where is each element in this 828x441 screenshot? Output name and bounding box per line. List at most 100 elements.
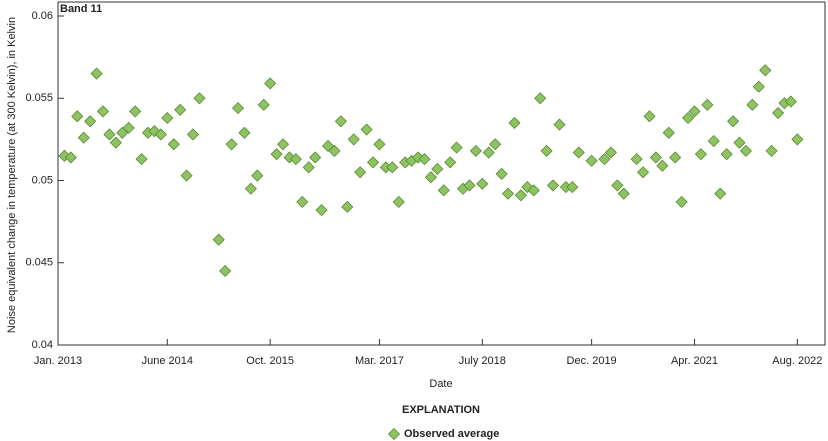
point — [784, 95, 797, 108]
point — [354, 166, 367, 179]
point — [270, 148, 283, 161]
point — [418, 153, 431, 166]
point — [84, 115, 97, 128]
point — [296, 195, 309, 208]
point — [334, 115, 347, 128]
point — [656, 159, 669, 172]
point — [585, 154, 598, 167]
point — [746, 98, 759, 111]
point — [482, 146, 495, 159]
point — [238, 126, 251, 139]
point — [707, 134, 720, 148]
point — [649, 151, 662, 164]
point — [765, 144, 778, 157]
point — [759, 64, 772, 77]
point — [752, 80, 765, 93]
point — [219, 264, 232, 278]
point — [604, 146, 617, 159]
point — [77, 131, 90, 144]
point — [309, 151, 322, 164]
point — [669, 151, 682, 164]
point — [495, 167, 508, 180]
point — [469, 144, 482, 157]
x-tick-label: July 2018 — [459, 355, 506, 367]
point — [514, 189, 527, 202]
point — [508, 116, 521, 129]
point — [720, 148, 733, 161]
point — [662, 126, 675, 139]
legend-marker — [387, 427, 401, 441]
point — [675, 195, 688, 208]
point — [167, 138, 180, 151]
point — [276, 138, 290, 151]
point — [424, 171, 437, 184]
x-axis-label: Date — [429, 378, 452, 390]
point — [386, 161, 399, 174]
x-tick-label: Aug. 2022 — [772, 355, 822, 367]
point — [64, 151, 77, 164]
x-tick-label: June 2014 — [142, 355, 193, 367]
point — [431, 162, 444, 176]
point — [527, 184, 540, 197]
x-tick-label: Mar. 2017 — [355, 355, 404, 367]
point — [476, 177, 489, 190]
point — [392, 195, 405, 208]
point — [315, 204, 328, 217]
y-tick-label: 0.04 — [32, 339, 53, 351]
point — [186, 128, 200, 141]
point — [109, 136, 122, 149]
point — [154, 128, 167, 141]
point — [791, 133, 804, 146]
point — [360, 123, 373, 136]
point — [257, 98, 270, 111]
point — [617, 187, 630, 200]
x-tick-label: Jan. 2013 — [34, 355, 82, 367]
y-axis-label: Noise equivalent change in temperature (… — [6, 17, 18, 333]
point — [251, 169, 264, 182]
point — [688, 105, 701, 118]
point — [566, 181, 579, 194]
point — [231, 102, 245, 115]
point — [366, 156, 380, 169]
point — [341, 200, 354, 213]
point — [122, 121, 135, 134]
point — [501, 187, 515, 200]
point — [546, 179, 560, 192]
point — [180, 169, 193, 182]
point — [302, 161, 315, 174]
point — [71, 110, 84, 123]
point — [193, 92, 206, 105]
point — [174, 103, 187, 116]
x-tick-label: Apr. 2021 — [671, 355, 718, 367]
point — [103, 128, 116, 141]
point — [444, 156, 457, 169]
point — [681, 111, 695, 125]
point — [264, 77, 277, 90]
point — [553, 118, 566, 131]
point — [489, 138, 502, 151]
plot-frame — [57, 1, 826, 346]
point — [463, 179, 476, 192]
point — [540, 144, 553, 157]
point — [572, 146, 585, 159]
point — [630, 153, 643, 166]
point — [347, 133, 360, 146]
point — [161, 111, 174, 125]
x-tick-label: Dec. 2019 — [567, 355, 617, 367]
point — [244, 182, 257, 195]
point — [739, 144, 752, 157]
point — [450, 141, 463, 154]
point — [714, 187, 727, 200]
point — [129, 105, 142, 118]
y-tick-label: 0.06 — [32, 10, 53, 22]
point — [643, 110, 656, 123]
point — [611, 179, 624, 192]
point — [328, 144, 341, 157]
y-tick-label: 0.045 — [25, 257, 53, 269]
point — [694, 148, 707, 161]
y-tick-label: 0.055 — [25, 92, 53, 104]
point — [733, 136, 746, 149]
point — [96, 105, 110, 118]
legend-title: EXPLANATION — [402, 404, 480, 416]
